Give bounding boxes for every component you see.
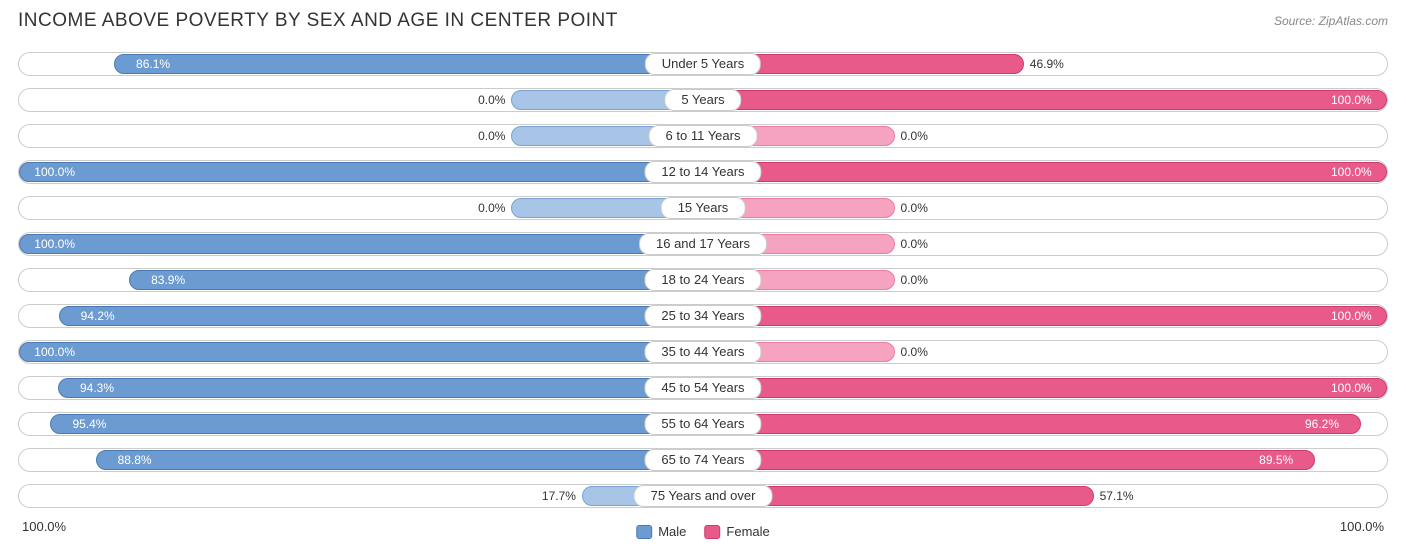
male-bar [19, 342, 703, 362]
age-label: 16 and 17 Years [639, 233, 767, 255]
chart-row: 0.0% 0.0% 6 to 11 Years [18, 124, 1388, 148]
age-label: 12 to 14 Years [644, 161, 761, 183]
female-value: 96.2% [1305, 417, 1339, 431]
chart-row: 100.0% 100.0% 12 to 14 Years [18, 160, 1388, 184]
male-bar [114, 54, 703, 74]
age-label: 65 to 74 Years [644, 449, 761, 471]
legend-male-label: Male [658, 524, 686, 539]
female-swatch [704, 525, 720, 539]
female-value: 0.0% [901, 345, 928, 359]
female-value: 89.5% [1259, 453, 1293, 467]
male-value: 100.0% [34, 345, 75, 359]
female-value: 0.0% [901, 237, 928, 251]
male-value: 94.3% [80, 381, 114, 395]
age-label: 25 to 34 Years [644, 305, 761, 327]
male-value: 100.0% [34, 165, 75, 179]
male-value: 17.7% [542, 489, 576, 503]
female-bar [703, 450, 1315, 470]
male-bar [58, 378, 703, 398]
chart-row: 0.0% 100.0% 5 Years [18, 88, 1388, 112]
female-bar [703, 378, 1387, 398]
chart-row: 100.0% 0.0% 35 to 44 Years [18, 340, 1388, 364]
chart-row: 0.0% 0.0% 15 Years [18, 196, 1388, 220]
male-value: 88.8% [118, 453, 152, 467]
male-bar [129, 270, 703, 290]
age-label: Under 5 Years [645, 53, 761, 75]
legend-female: Female [704, 524, 769, 539]
age-label: 18 to 24 Years [644, 269, 761, 291]
male-bar [19, 162, 703, 182]
chart-row: 95.4% 96.2% 55 to 64 Years [18, 412, 1388, 436]
legend-female-label: Female [726, 524, 769, 539]
male-bar [96, 450, 703, 470]
female-value: 100.0% [1331, 165, 1372, 179]
female-value: 0.0% [901, 129, 928, 143]
axis-right-label: 100.0% [1340, 519, 1384, 534]
age-label: 6 to 11 Years [649, 125, 758, 147]
male-bar [19, 234, 703, 254]
axis-left-label: 100.0% [22, 519, 66, 534]
legend-male: Male [636, 524, 686, 539]
male-value: 95.4% [72, 417, 106, 431]
male-value: 83.9% [151, 273, 185, 287]
female-bar [703, 162, 1387, 182]
chart-row: 83.9% 0.0% 18 to 24 Years [18, 268, 1388, 292]
male-value: 86.1% [136, 57, 170, 71]
male-bar [50, 414, 703, 434]
chart-row: 94.2% 100.0% 25 to 34 Years [18, 304, 1388, 328]
male-value: 100.0% [34, 237, 75, 251]
age-label: 5 Years [664, 89, 741, 111]
chart-row: 94.3% 100.0% 45 to 54 Years [18, 376, 1388, 400]
age-label: 35 to 44 Years [644, 341, 761, 363]
male-value: 0.0% [478, 129, 505, 143]
chart-row: 86.1% 46.9% Under 5 Years [18, 52, 1388, 76]
male-value: 0.0% [478, 93, 505, 107]
age-label: 15 Years [661, 197, 746, 219]
female-value: 0.0% [901, 201, 928, 215]
age-label: 75 Years and over [634, 485, 773, 507]
female-value: 100.0% [1331, 93, 1372, 107]
female-bar [703, 306, 1387, 326]
male-swatch [636, 525, 652, 539]
female-bar [703, 414, 1361, 434]
male-bar [59, 306, 703, 326]
legend: Male Female [636, 524, 770, 539]
male-value: 94.2% [81, 309, 115, 323]
female-value: 57.1% [1100, 489, 1134, 503]
female-bar [703, 90, 1387, 110]
chart-row: 17.7% 57.1% 75 Years and over [18, 484, 1388, 508]
chart-row: 100.0% 0.0% 16 and 17 Years [18, 232, 1388, 256]
age-label: 45 to 54 Years [644, 377, 761, 399]
female-value: 46.9% [1030, 57, 1064, 71]
source-attribution: Source: ZipAtlas.com [1274, 14, 1388, 28]
chart-area: 86.1% 46.9% Under 5 Years 0.0% 100.0% 5 Years… [18, 52, 1388, 517]
male-value: 0.0% [478, 201, 505, 215]
chart-title: INCOME ABOVE POVERTY BY SEX AND AGE IN C… [18, 10, 618, 32]
chart-row: 88.8% 89.5% 65 to 74 Years [18, 448, 1388, 472]
female-value: 0.0% [901, 273, 928, 287]
female-value: 100.0% [1331, 381, 1372, 395]
female-value: 100.0% [1331, 309, 1372, 323]
age-label: 55 to 64 Years [644, 413, 761, 435]
